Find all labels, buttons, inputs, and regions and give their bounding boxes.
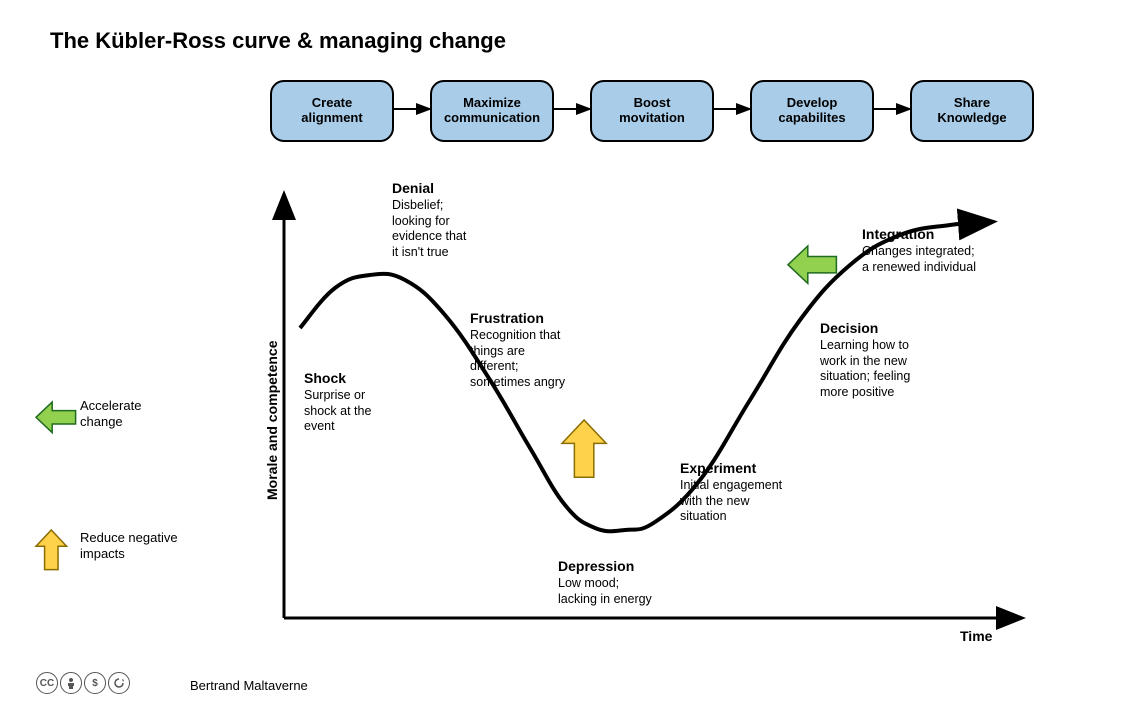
stage-title-shock: Shock [304, 370, 346, 386]
process-node-1: Maximizecommunication [430, 80, 554, 142]
stage-desc-depression: Low mood;lacking in energy [558, 576, 652, 607]
stage-title-integration: Integration [862, 226, 934, 242]
process-node-0: Createalignment [270, 80, 394, 142]
legend-accelerate-text: Acceleratechange [80, 398, 141, 431]
axis-x-label: Time [960, 628, 992, 644]
stage-desc-shock: Surprise orshock at theevent [304, 388, 371, 435]
legend-reduce-text: Reduce negativeimpacts [80, 530, 178, 563]
cc-icon-nc: $ [84, 672, 106, 694]
cc-icon-sa [108, 672, 130, 694]
cc-icon-by [60, 672, 82, 694]
author-text: Bertrand Maltaverne [190, 678, 308, 693]
cc-icons-row: CC $ [36, 672, 132, 694]
page-title: The Kübler-Ross curve & managing change [50, 28, 506, 54]
stage-title-frustration: Frustration [470, 310, 544, 326]
stage-desc-experiment: Initial engagementwith the newsituation [680, 478, 782, 525]
stage-desc-denial: Disbelief;looking forevidence thatit isn… [392, 198, 466, 261]
stage-title-decision: Decision [820, 320, 878, 336]
stage-desc-frustration: Recognition thatthings aredifferent;some… [470, 328, 565, 391]
stage-title-depression: Depression [558, 558, 634, 574]
process-node-3: Developcapabilites [750, 80, 874, 142]
stage-desc-integration: Changes integrated;a renewed individual [862, 244, 976, 275]
stage-desc-decision: Learning how towork in the newsituation;… [820, 338, 910, 401]
axis-y-label: Morale and competence [264, 341, 280, 501]
stage-title-experiment: Experiment [680, 460, 756, 476]
stage-title-denial: Denial [392, 180, 434, 196]
process-node-4: ShareKnowledge [910, 80, 1034, 142]
cc-icon-cc: CC [36, 672, 58, 694]
process-node-2: Boostmovitation [590, 80, 714, 142]
